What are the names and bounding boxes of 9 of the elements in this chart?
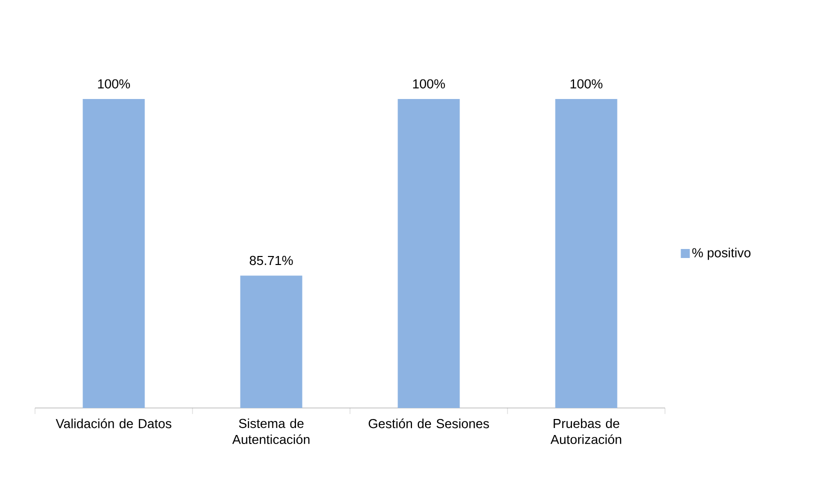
data-label: 100% (570, 79, 602, 88)
data-label: 85.71% (250, 256, 293, 266)
legend-label: % positivo (692, 248, 750, 260)
x-tick-label: Gestión de Sesiones (368, 418, 489, 428)
x-tick-label: Validación de Datos (56, 418, 172, 428)
data-label: 100% (413, 79, 445, 88)
x-tick-label: Sistema de Autenticación (232, 418, 310, 444)
data-label: 100% (98, 79, 130, 88)
x-tick-label: Pruebas de Autorización (550, 418, 622, 444)
